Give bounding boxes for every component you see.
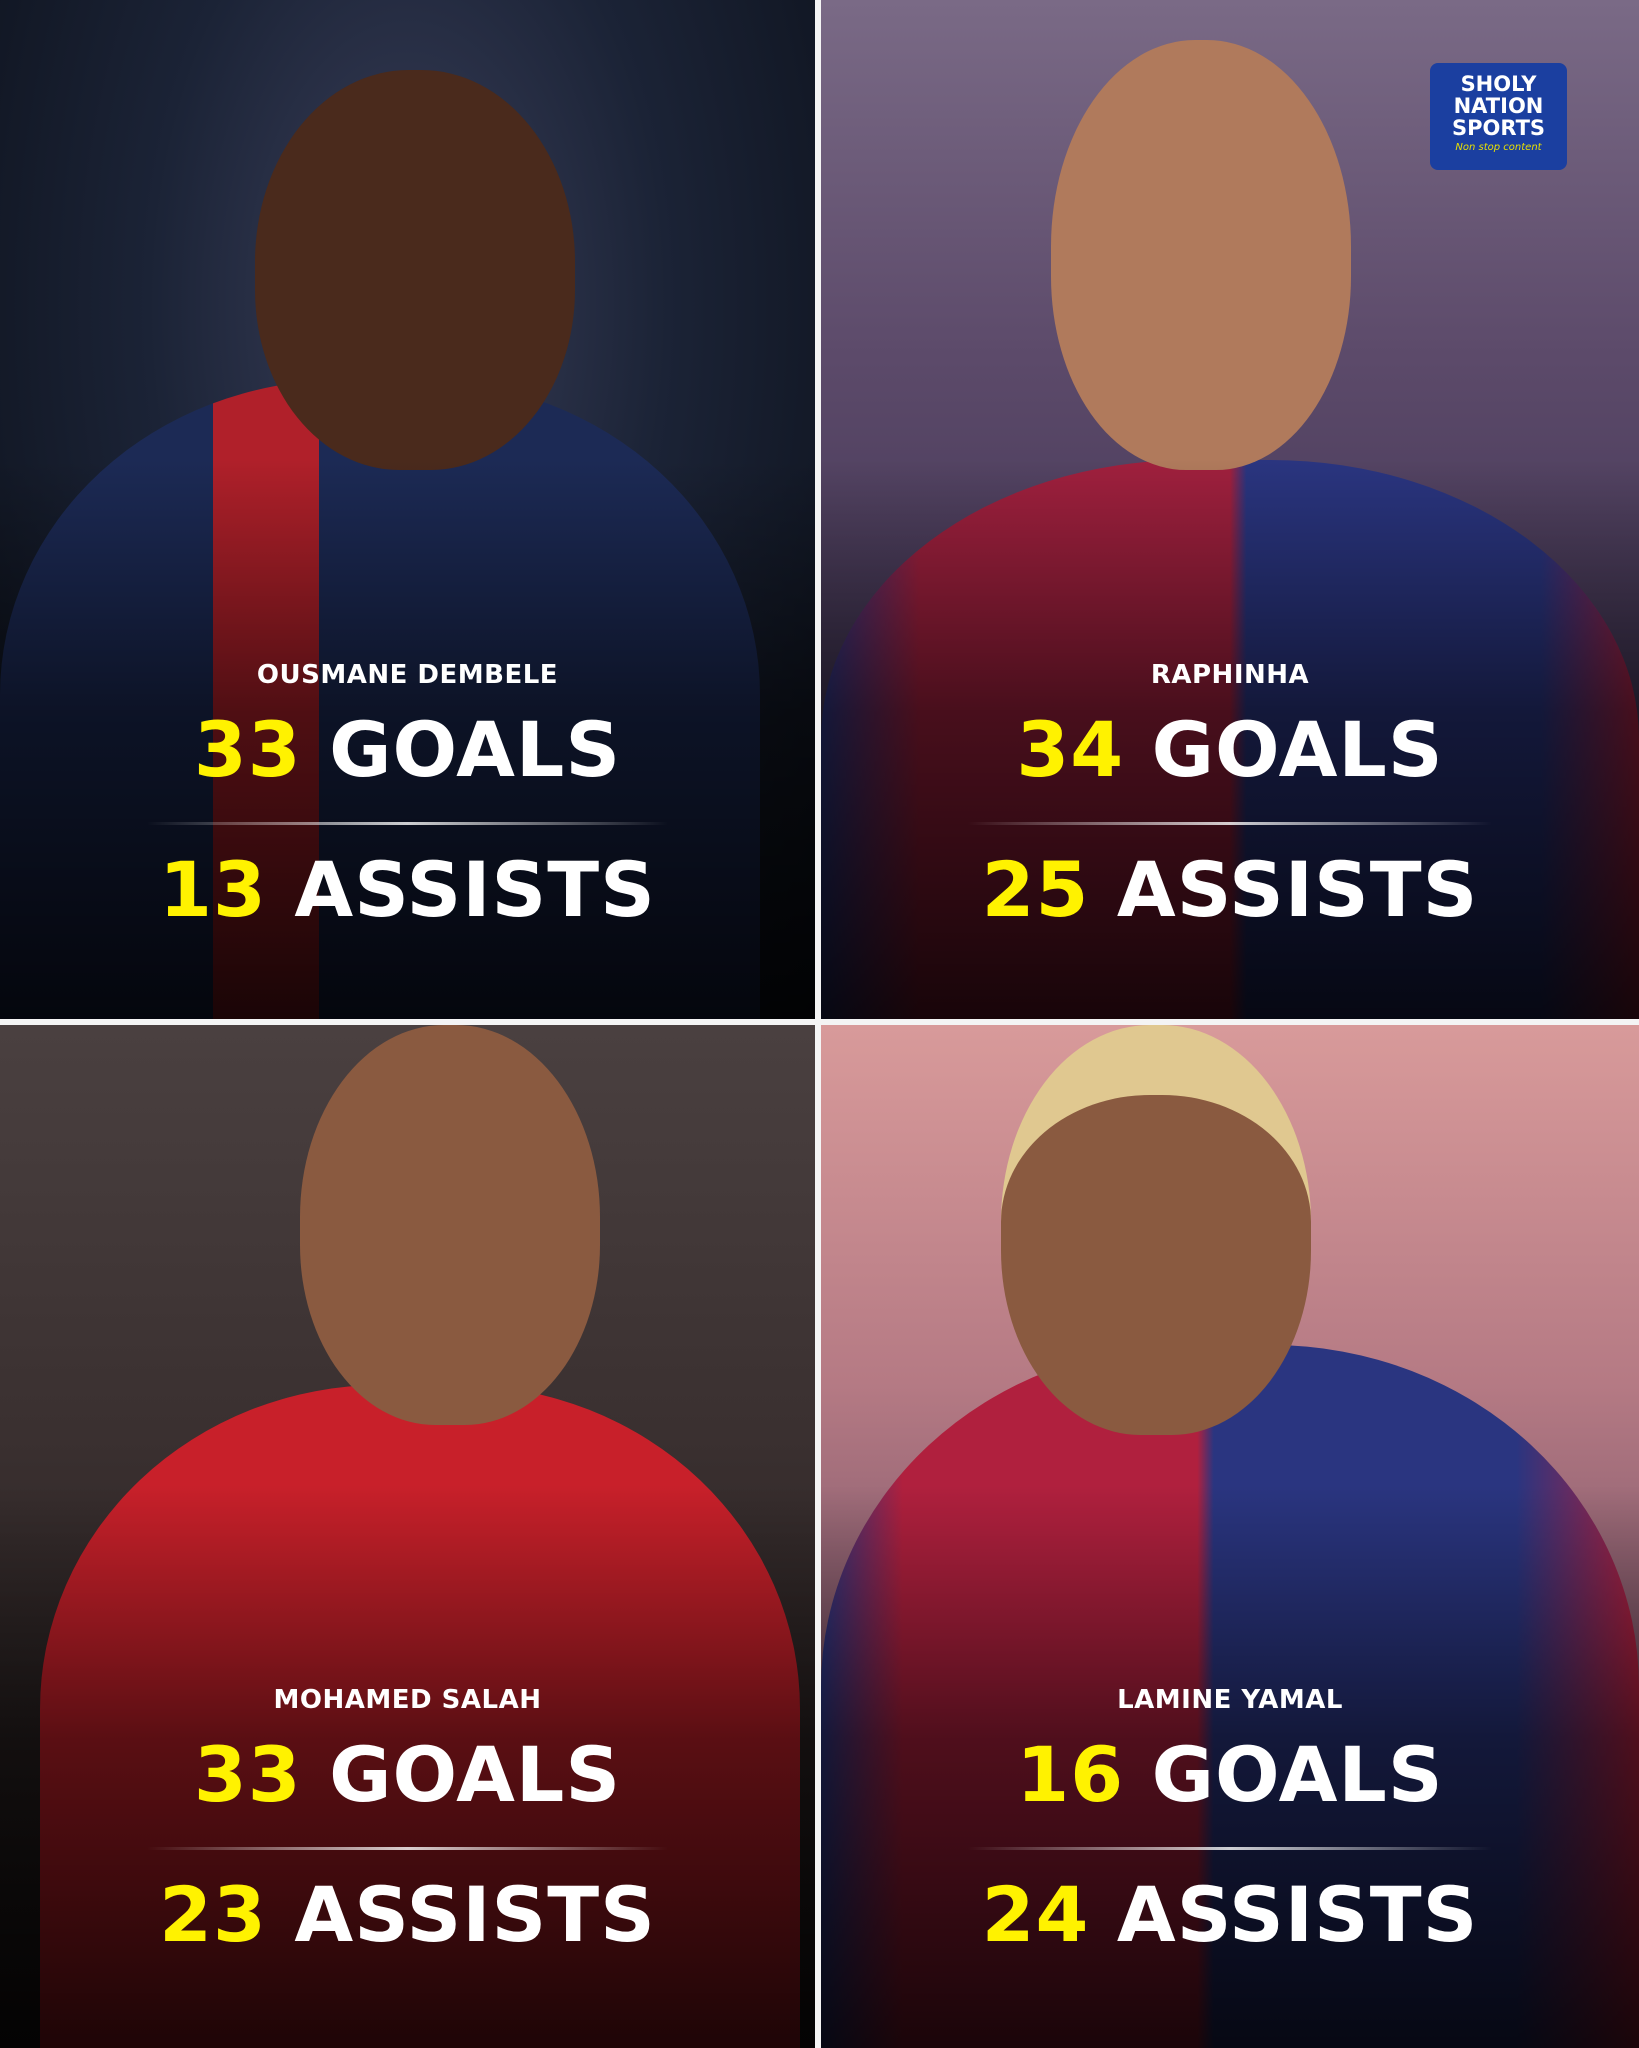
goals-label: GOALS: [1151, 705, 1444, 794]
goals-stat: 34 GOALS: [821, 705, 1639, 794]
goals-stat: 33 GOALS: [0, 1730, 815, 1819]
overlay-gradient: [821, 458, 1639, 1019]
divider-line: [146, 1847, 669, 1850]
logo-line: SPORTS: [1451, 116, 1546, 140]
assists-number: 23: [159, 1870, 267, 1959]
brand-logo: SHOLY NATION SPORTS Non stop content: [1430, 63, 1567, 170]
assists-label: ASSISTS: [294, 845, 656, 934]
divider-line: [146, 822, 669, 825]
player-photo-head: [1001, 1025, 1311, 1435]
player-name: RAPHINHA: [1150, 660, 1310, 690]
logo-line: NATION: [1453, 94, 1544, 118]
player-photo-head: [1051, 40, 1351, 470]
logo-line: SHOLY: [1460, 72, 1537, 96]
goals-label: GOALS: [329, 1730, 622, 1819]
player-card-salah: MOHAMED SALAH 33 GOALS 23 ASSISTS: [0, 1025, 815, 2048]
divider-line: [968, 822, 1492, 825]
goals-stat: 33 GOALS: [0, 705, 815, 794]
player-name: MOHAMED SALAH: [273, 1685, 542, 1715]
overlay-gradient: [821, 1485, 1639, 2048]
player-photo-head: [300, 1025, 600, 1425]
assists-stat: 23 ASSISTS: [0, 1870, 815, 1959]
goals-label: GOALS: [329, 705, 622, 794]
assists-label: ASSISTS: [1116, 845, 1479, 934]
player-card-raphinha: RAPHINHA 34 GOALS 25 ASSISTS: [821, 0, 1639, 1019]
player-photo-head: [255, 70, 575, 470]
goals-label: GOALS: [1151, 1730, 1444, 1819]
overlay-gradient: [0, 1485, 815, 2048]
goals-number: 33: [193, 705, 302, 794]
assists-number: 24: [981, 1870, 1090, 1959]
assists-number: 25: [981, 845, 1090, 934]
goals-stat: 16 GOALS: [821, 1730, 1639, 1819]
overlay-gradient: [0, 458, 815, 1019]
logo-tagline: Non stop content: [1455, 142, 1542, 153]
player-name: OUSMANE DEMBELE: [256, 660, 559, 690]
assists-number: 13: [159, 845, 267, 934]
assists-stat: 13 ASSISTS: [0, 845, 815, 934]
player-card-dembele: OUSMANE DEMBELE 33 GOALS 13 ASSISTS: [0, 0, 815, 1019]
goals-number: 34: [1016, 705, 1125, 794]
player-card-yamal: LAMINE YAMAL 16 GOALS 24 ASSISTS: [821, 1025, 1639, 2048]
goals-number: 33: [193, 1730, 302, 1819]
player-name: LAMINE YAMAL: [1117, 1685, 1343, 1715]
assists-label: ASSISTS: [1116, 1870, 1479, 1959]
assists-stat: 25 ASSISTS: [821, 845, 1639, 934]
assists-stat: 24 ASSISTS: [821, 1870, 1639, 1959]
goals-number: 16: [1016, 1730, 1125, 1819]
assists-label: ASSISTS: [294, 1870, 656, 1959]
divider-line: [968, 1847, 1492, 1850]
